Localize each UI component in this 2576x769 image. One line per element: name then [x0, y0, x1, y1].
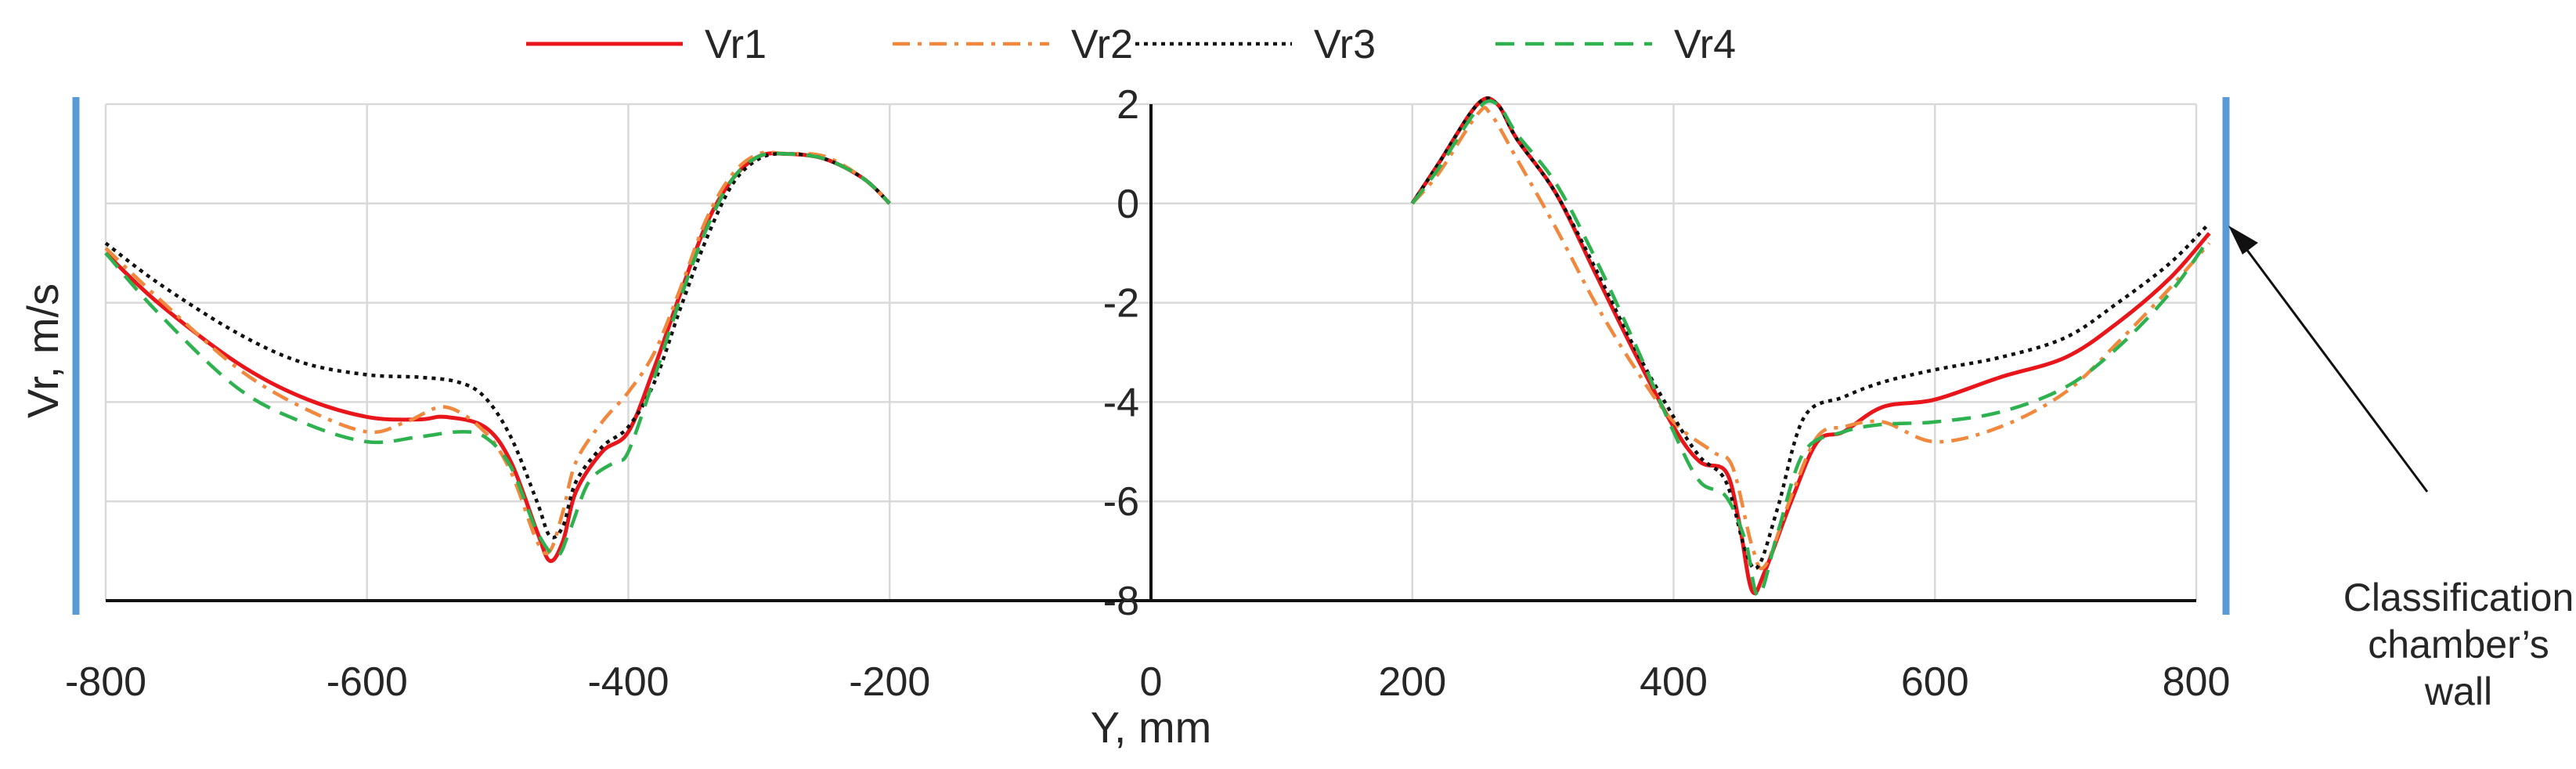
x-tick-label: 400 [1640, 659, 1708, 705]
x-tick-label: 800 [2163, 659, 2231, 705]
y-tick-label: 0 [1117, 182, 1139, 227]
legend-label-vr1: Vr1 [705, 22, 767, 67]
x-tick-label: -400 [587, 659, 669, 705]
y-axis-label: Vr, m/s [18, 283, 67, 418]
x-tick-label: -600 [327, 659, 408, 705]
legend-label-vr3: Vr3 [1314, 22, 1376, 67]
legend-label-vr4: Vr4 [1674, 22, 1736, 67]
series-line-vr2 [1411, 106, 2211, 571]
legend-label-vr2: Vr2 [1071, 22, 1133, 67]
x-axis-label: Y, mm [1091, 702, 1212, 752]
annotation-arrow-line [2242, 245, 2429, 493]
legend: Vr1 Vr2 Vr3 Vr4 [526, 22, 1736, 67]
series-line-vr4 [104, 151, 891, 558]
tick-labels: -800 -600 -400 -200 0 200 400 600 800 2 0 -2 -4 -6 -8 [65, 82, 2230, 705]
y-tick-label: -4 [1103, 380, 1139, 425]
x-tick-label: 600 [1901, 659, 1969, 705]
wall-annotation: Classification chamber’s wall [2228, 226, 2574, 713]
series-line-vr2 [104, 150, 891, 556]
axes [106, 104, 2196, 602]
annotation-line-2: chamber’s [2368, 623, 2549, 666]
y-tick-label: -8 [1103, 579, 1139, 624]
x-tick-label: 200 [1378, 659, 1446, 705]
y-tick-label: -2 [1103, 281, 1139, 327]
x-tick-label: -800 [65, 659, 146, 705]
annotation-line-3: wall [2424, 670, 2492, 713]
y-tick-label: 2 [1117, 82, 1139, 128]
series-line-vr3 [104, 152, 891, 540]
x-tick-label: 0 [1140, 659, 1163, 705]
chamber-walls [72, 97, 2230, 615]
series-line-vr3 [1410, 96, 2211, 571]
series-line-vr4 [1410, 99, 2211, 598]
y-tick-label: -6 [1103, 479, 1139, 525]
annotation-arrowhead [2228, 226, 2258, 255]
annotation-line-1: Classification [2343, 576, 2574, 619]
series-lines [104, 96, 2211, 598]
series-line-vr1 [1410, 96, 2211, 595]
x-tick-label: -200 [849, 659, 930, 705]
